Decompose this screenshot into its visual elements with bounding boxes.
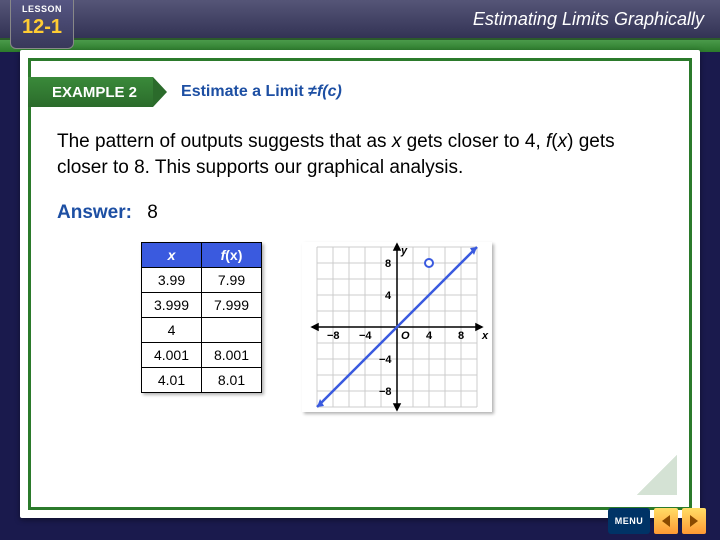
lesson-number: 12-1 bbox=[22, 16, 62, 39]
ylabel: 8 bbox=[385, 258, 391, 270]
title-prefix: Estimate a Limit ≠ bbox=[181, 83, 317, 101]
p1-a: The pattern of outputs suggests that as bbox=[57, 131, 392, 152]
corner-fold bbox=[637, 455, 677, 495]
table-row: 4 bbox=[142, 318, 262, 343]
answer-label: Answer: bbox=[57, 202, 132, 223]
ylabel: 4 bbox=[385, 290, 392, 302]
col-fx: f(x) bbox=[202, 243, 262, 268]
xlabel: 8 bbox=[458, 330, 464, 342]
graph: −8 −4 O 4 8 8 4 −4 −8 x y bbox=[302, 242, 492, 412]
answer-row: Answer: 8 bbox=[31, 180, 689, 224]
bottom-nav: MENU bbox=[608, 508, 706, 534]
cell-x: 3.999 bbox=[142, 293, 202, 318]
xlabel: −4 bbox=[359, 330, 372, 342]
open-point bbox=[425, 259, 433, 267]
lesson-badge: LESSON 12-1 bbox=[10, 0, 74, 49]
page-inner: EXAMPLE 2 Estimate a Limit ≠ f (c) The p… bbox=[28, 58, 692, 510]
example-header: EXAMPLE 2 Estimate a Limit ≠ f (c) bbox=[28, 77, 689, 107]
example-tab: EXAMPLE 2 bbox=[28, 77, 153, 107]
example-title: Estimate a Limit ≠ f (c) bbox=[153, 77, 342, 107]
p1-x: x bbox=[392, 131, 402, 152]
topic-title: Estimating Limits Graphically bbox=[473, 9, 710, 30]
table-row: 4.018.01 bbox=[142, 368, 262, 393]
table-row: 3.997.99 bbox=[142, 268, 262, 293]
graph-svg: −8 −4 O 4 8 8 4 −4 −8 x y bbox=[302, 242, 492, 412]
page: EXAMPLE 2 Estimate a Limit ≠ f (c) The p… bbox=[20, 50, 700, 518]
origin-label: O bbox=[401, 330, 410, 342]
prev-button[interactable] bbox=[654, 508, 678, 534]
chevron-right-icon bbox=[688, 514, 700, 528]
cell-x: 4 bbox=[142, 318, 202, 343]
table-row: 4.0018.001 bbox=[142, 343, 262, 368]
menu-button[interactable]: MENU bbox=[608, 508, 650, 534]
cell-x: 3.99 bbox=[142, 268, 202, 293]
xlabel: −8 bbox=[327, 330, 340, 342]
body-text: The pattern of outputs suggests that as … bbox=[31, 107, 689, 180]
cell-x: 4.01 bbox=[142, 368, 202, 393]
lesson-label: LESSON bbox=[22, 4, 62, 14]
answer-value: 8 bbox=[137, 202, 158, 223]
table-body: 3.997.99 3.9997.999 4 4.0018.001 4.018.0… bbox=[142, 268, 262, 393]
p1-b: gets closer to 4, bbox=[401, 131, 546, 152]
p1-x2: x bbox=[558, 131, 568, 152]
table-row: 3.9997.999 bbox=[142, 293, 262, 318]
cell-fx: 7.99 bbox=[202, 268, 262, 293]
cell-fx: 8.001 bbox=[202, 343, 262, 368]
ylabel: −4 bbox=[379, 354, 392, 366]
next-button[interactable] bbox=[682, 508, 706, 534]
data-table: x f(x) 3.997.99 3.9997.999 4 4.0018.001 … bbox=[141, 242, 262, 393]
top-bar: LESSON 12-1 Estimating Limits Graphicall… bbox=[0, 0, 720, 40]
figures: x f(x) 3.997.99 3.9997.999 4 4.0018.001 … bbox=[31, 224, 689, 412]
xlabel: 4 bbox=[426, 330, 433, 342]
ylabel: −8 bbox=[379, 386, 392, 398]
cell-x: 4.001 bbox=[142, 343, 202, 368]
cell-fx bbox=[202, 318, 262, 343]
cell-fx: 7.999 bbox=[202, 293, 262, 318]
x-axis-letter: x bbox=[481, 330, 489, 342]
col-x: x bbox=[142, 243, 202, 268]
cell-fx: 8.01 bbox=[202, 368, 262, 393]
chevron-left-icon bbox=[660, 514, 672, 528]
y-axis-letter: y bbox=[400, 245, 408, 257]
title-arg: (c) bbox=[322, 83, 342, 101]
col-fx-rest: (x) bbox=[225, 247, 242, 263]
